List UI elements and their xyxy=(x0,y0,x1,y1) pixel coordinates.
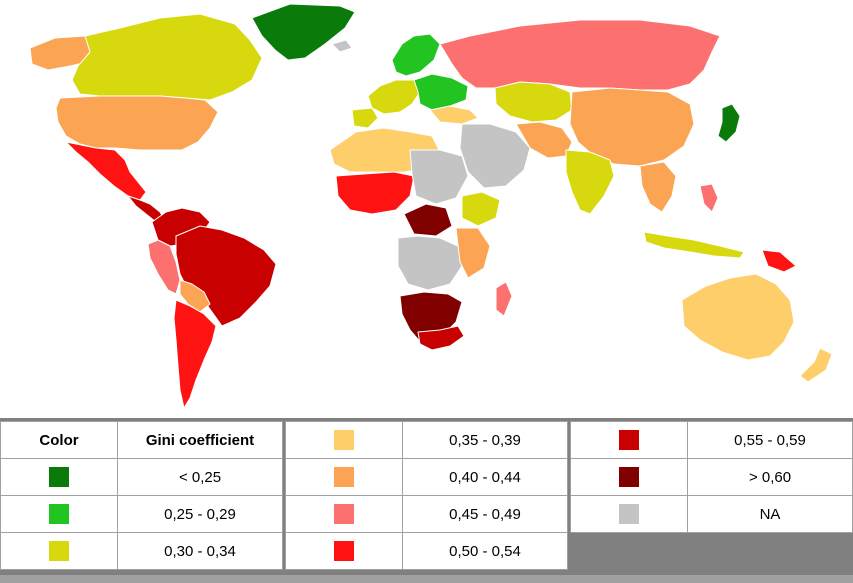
legend-range-label: > 0,60 xyxy=(687,458,853,496)
legend-header-row: Color Gini coefficient xyxy=(0,421,283,459)
legend-row: 0,30 - 0,34 xyxy=(0,532,283,570)
legend-swatch xyxy=(619,467,639,487)
world-map-svg xyxy=(29,3,833,409)
region-japan xyxy=(717,103,741,143)
region-sahel xyxy=(335,171,415,215)
region-south-africa xyxy=(417,325,465,351)
legend-table-2: 0,35 - 0,39 0,40 - 0,44 0,45 - 0,49 0,50… xyxy=(285,421,568,570)
region-papua xyxy=(761,249,797,273)
legend-swatch xyxy=(49,467,69,487)
region-greenland xyxy=(251,3,356,61)
region-mexico xyxy=(65,141,147,201)
legend-row: 0,35 - 0,39 xyxy=(285,421,568,459)
world-map xyxy=(29,3,833,409)
region-indonesia xyxy=(643,231,745,259)
region-india xyxy=(565,149,615,215)
legend-row: < 0,25 xyxy=(0,458,283,496)
region-bolivia xyxy=(179,279,211,313)
legend-row: 0,55 - 0,59 xyxy=(570,421,853,459)
legend-header-gini: Gini coefficient xyxy=(117,421,283,459)
legend-swatch-cell xyxy=(0,458,118,496)
region-philippines xyxy=(699,183,719,213)
legend-swatch xyxy=(49,504,69,524)
legend-swatch-cell xyxy=(0,495,118,533)
region-southeast-asia xyxy=(639,161,677,213)
legend-swatch-cell xyxy=(570,495,688,533)
region-western-europe xyxy=(367,79,421,115)
region-middle-east xyxy=(459,123,531,189)
legend-bottom-strip xyxy=(0,575,853,583)
legend-swatch xyxy=(334,467,354,487)
legend-range-label: < 0,25 xyxy=(117,458,283,496)
legend-swatch xyxy=(334,541,354,561)
region-canada xyxy=(71,13,263,101)
region-horn-africa xyxy=(461,191,501,227)
region-congo xyxy=(397,235,463,291)
region-china xyxy=(569,87,695,167)
region-turkey xyxy=(429,105,479,125)
legend-range-label: 0,55 - 0,59 xyxy=(687,421,853,459)
region-new-zealand xyxy=(799,347,833,383)
legend-header-color: Color xyxy=(0,421,118,459)
region-iceland xyxy=(331,39,353,53)
region-russia xyxy=(439,19,721,91)
legend-range-label: 0,45 - 0,49 xyxy=(402,495,568,533)
legend-swatch xyxy=(619,504,639,524)
legend-swatch-cell xyxy=(285,495,403,533)
legend-row: 0,40 - 0,44 xyxy=(285,458,568,496)
legend-table-1: Color Gini coefficient < 0,25 0,25 - 0,2… xyxy=(0,421,283,570)
legend-swatch-cell xyxy=(570,421,688,459)
legend-swatch-cell xyxy=(285,458,403,496)
region-argentina xyxy=(173,299,217,409)
region-iran xyxy=(515,121,573,159)
region-iberia xyxy=(351,107,379,129)
legend-swatch xyxy=(619,430,639,450)
legend-swatch-cell xyxy=(0,532,118,570)
region-madagascar xyxy=(495,281,513,317)
region-scandinavia xyxy=(391,33,441,77)
region-central-africa xyxy=(403,203,453,237)
region-eastern-europe xyxy=(413,73,469,111)
region-australia xyxy=(681,273,795,361)
legend-swatch-cell xyxy=(570,458,688,496)
legend-table-3: 0,55 - 0,59 > 0,60 NA xyxy=(570,421,853,533)
region-east-africa xyxy=(455,227,491,279)
legend-row: 0,45 - 0,49 xyxy=(285,495,568,533)
region-central-asia xyxy=(494,81,573,123)
legend-range-label: 0,30 - 0,34 xyxy=(117,532,283,570)
region-peru xyxy=(147,239,181,295)
legend-row: 0,50 - 0,54 xyxy=(285,532,568,570)
legend-range-label: 0,25 - 0,29 xyxy=(117,495,283,533)
legend-row: > 0,60 xyxy=(570,458,853,496)
legend-swatch-cell xyxy=(285,532,403,570)
legend-range-label: 0,35 - 0,39 xyxy=(402,421,568,459)
legend-swatch xyxy=(49,541,69,561)
legend-range-label: 0,40 - 0,44 xyxy=(402,458,568,496)
legend-swatch-cell xyxy=(285,421,403,459)
legend-row: 0,25 - 0,29 xyxy=(0,495,283,533)
region-usa xyxy=(55,95,219,151)
legend-swatch xyxy=(334,430,354,450)
legend-range-label: NA xyxy=(687,495,853,533)
region-northeast-africa xyxy=(409,149,469,205)
legend-range-label: 0,50 - 0,54 xyxy=(402,532,568,570)
legend-swatch xyxy=(334,504,354,524)
legend-row: NA xyxy=(570,495,853,533)
